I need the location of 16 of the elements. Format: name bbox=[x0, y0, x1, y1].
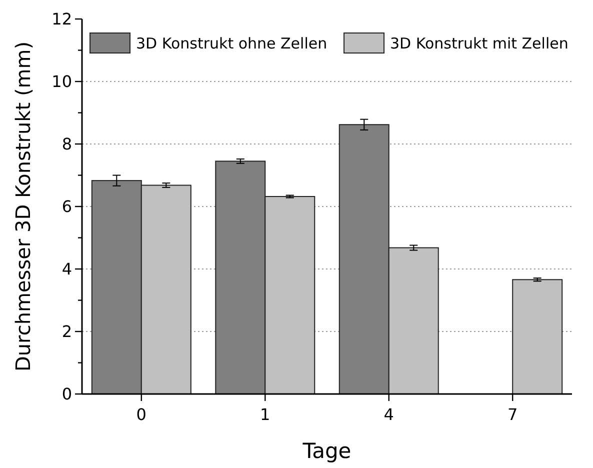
legend-label: 3D Konstrukt ohne Zellen bbox=[136, 34, 328, 52]
bar bbox=[512, 279, 563, 394]
y-tick-label: 2 bbox=[62, 322, 72, 342]
x-tick-label: 1 bbox=[260, 405, 270, 424]
y-tick-label: 4 bbox=[62, 260, 72, 279]
y-tick-label: 10 bbox=[52, 72, 72, 92]
y-tick-label: 8 bbox=[62, 134, 72, 154]
y-tick-label: 12 bbox=[52, 10, 72, 29]
y-axis-title: Durchmesser 3D Konstrukt (mm) bbox=[11, 41, 35, 372]
y-tick-label: 6 bbox=[62, 197, 72, 216]
legend-label: 3D Konstrukt mit Zellen bbox=[390, 34, 568, 52]
x-tick-label: 7 bbox=[508, 405, 518, 424]
x-tick-label: 4 bbox=[384, 405, 394, 424]
y-tick-label: 0 bbox=[62, 384, 72, 404]
x-axis-title: Tage bbox=[302, 439, 352, 463]
x-tick-label: 0 bbox=[136, 405, 146, 424]
